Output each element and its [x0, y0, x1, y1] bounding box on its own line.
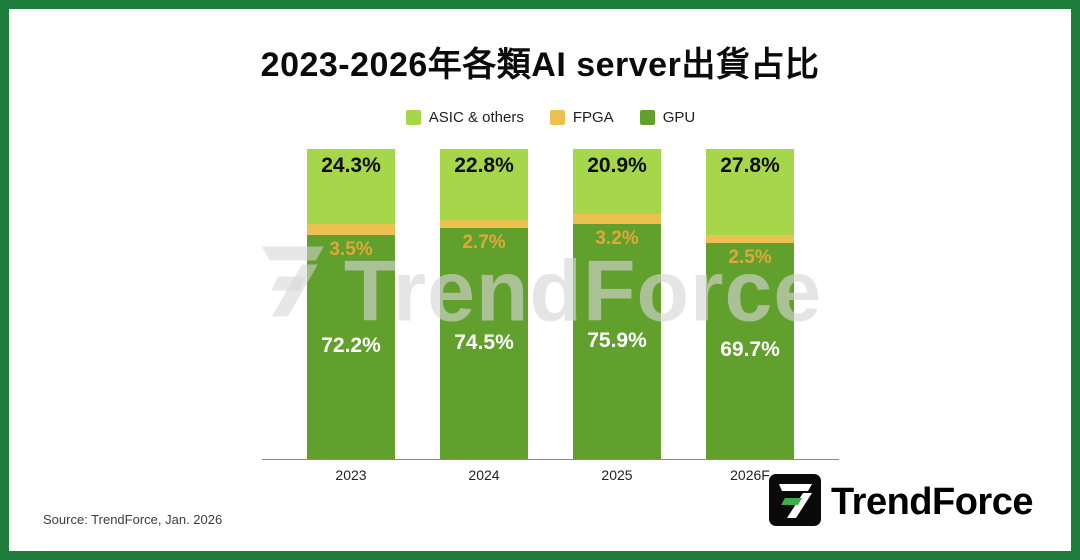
legend: ASIC & others FPGA GPU — [262, 109, 839, 126]
brand-name: TrendForce — [831, 481, 1033, 523]
bar-2026F: 27.8% 2.5% 69.7% — [706, 149, 794, 459]
brand-lockup: TrendForce — [769, 474, 1033, 531]
segment-label: 24.3% — [321, 154, 381, 177]
legend-item: FPGA — [549, 109, 614, 126]
bar-2023: 24.3% 3.5% 72.2% — [307, 149, 395, 459]
segment-fpga — [440, 220, 528, 228]
segment-label: 72.2% — [321, 334, 381, 357]
segment-label: 27.8% — [720, 154, 780, 177]
plot: 24.3% 3.5% 72.2% 22.8% 2.7% 74.5% 20.9% 3.2% 75.… — [262, 149, 839, 460]
segment-gpu — [573, 224, 661, 459]
segment-label: 74.5% — [454, 331, 514, 354]
page-title: 2023-2026年各類AI server出貨占比 — [260, 46, 820, 84]
segment-label: 20.9% — [587, 154, 647, 177]
segment-fpga — [307, 224, 395, 235]
segment-asicothers — [440, 149, 528, 220]
source-note: Source: TrendForce, Jan. 2026 — [43, 512, 223, 527]
segment-label: 2.5% — [728, 247, 772, 268]
legend-label: ASIC & others — [428, 109, 524, 126]
segment-label: 3.2% — [595, 228, 639, 249]
segment-label: 69.7% — [720, 338, 780, 361]
legend-item: GPU — [639, 109, 696, 126]
segment-asicothers — [573, 149, 661, 214]
segment-gpu — [706, 243, 794, 459]
legend-swatch — [549, 110, 565, 125]
trendforce-logo-icon — [769, 474, 822, 531]
segment-asicothers — [706, 149, 794, 235]
segment-gpu — [440, 228, 528, 459]
x-tick-label: 2026F — [730, 467, 770, 483]
segment-label: 2.7% — [462, 232, 506, 253]
segment-fpga — [706, 235, 794, 243]
x-tick-label: 2025 — [601, 467, 633, 483]
segment-gpu — [307, 235, 395, 459]
x-labels: 2023 2024 2025 2026F — [262, 467, 839, 483]
segment-asicothers — [307, 149, 395, 224]
x-tick-label: 2023 — [335, 467, 367, 483]
segment-label: 3.5% — [329, 239, 373, 260]
legend-item: ASIC & others — [405, 109, 524, 126]
segment-fpga — [573, 214, 661, 224]
bar-2024: 22.8% 2.7% 74.5% — [440, 149, 528, 459]
legend-swatch — [405, 110, 421, 125]
bar-2025: 20.9% 3.2% 75.9% — [573, 149, 661, 459]
legend-label: GPU — [662, 109, 696, 126]
legend-label: FPGA — [572, 109, 614, 126]
stacked-bar-chart: 24.3% 3.5% 72.2% 22.8% 2.7% 74.5% 20.9% 3.2% 75.… — [262, 149, 839, 483]
x-tick-label: 2024 — [468, 467, 500, 483]
legend-swatch — [639, 110, 655, 125]
segment-label: 22.8% — [454, 154, 514, 177]
segment-label: 75.9% — [587, 329, 647, 352]
